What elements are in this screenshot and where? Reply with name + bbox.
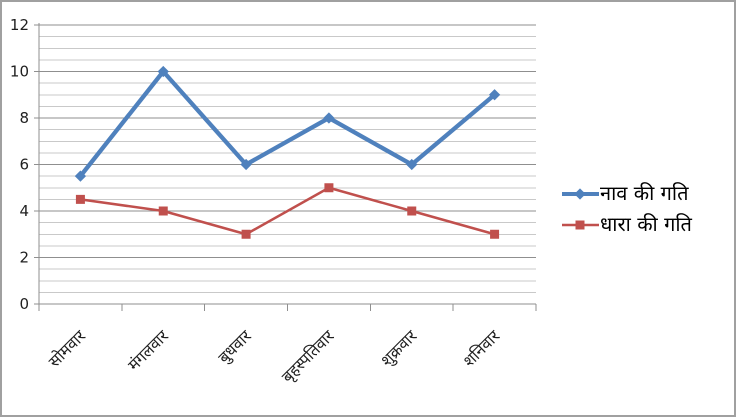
series-0 xyxy=(74,65,501,182)
chart-legend: नाव की गति धारा की गति xyxy=(561,178,692,240)
svg-text:शुक्रवार: शुक्रवार xyxy=(377,326,422,371)
svg-text:4: 4 xyxy=(19,202,29,220)
svg-text:12: 12 xyxy=(10,16,29,34)
data-point-square xyxy=(241,229,251,239)
svg-text:सोमवार: सोमवार xyxy=(45,326,90,371)
svg-text:मंगलवार: मंगलवार xyxy=(124,326,172,374)
data-point-square xyxy=(75,194,85,204)
svg-text:बुधवार: बुधवार xyxy=(214,326,256,368)
svg-text:2: 2 xyxy=(19,249,29,267)
x-axis-labels: सोमवार मंगलवार बुधवार बृहस्पतिवार शुक्रवार शन… xyxy=(45,326,504,387)
series-1 xyxy=(75,183,500,239)
svg-text:बृहस्पतिवार: बृहस्पतिवार xyxy=(278,326,339,387)
legend-label-boat-speed: नाव की गति xyxy=(600,181,689,205)
y-axis-labels: 0 2 4 6 8 10 12 xyxy=(10,16,29,313)
legend-item-boat-speed: नाव की गति xyxy=(561,178,692,209)
legend-line-diamond-icon xyxy=(562,187,599,200)
svg-text:8: 8 xyxy=(19,109,29,127)
svg-text:0: 0 xyxy=(19,295,29,313)
data-point-square xyxy=(324,183,334,193)
data-point-square xyxy=(407,206,417,216)
svg-text:10: 10 xyxy=(10,63,29,81)
gridlines xyxy=(39,24,536,293)
axes xyxy=(34,23,537,311)
svg-text:6: 6 xyxy=(19,156,29,174)
data-point-square xyxy=(158,206,168,216)
data-point-diamond xyxy=(406,158,418,171)
data-point-diamond xyxy=(240,158,252,171)
data-point-square xyxy=(490,229,500,239)
svg-text:शनिवार: शनिवार xyxy=(459,326,504,371)
legend-item-current-speed: धारा की गति xyxy=(561,209,692,240)
legend-label-current-speed: धारा की गति xyxy=(600,212,692,236)
legend-line-square-icon xyxy=(562,220,599,229)
